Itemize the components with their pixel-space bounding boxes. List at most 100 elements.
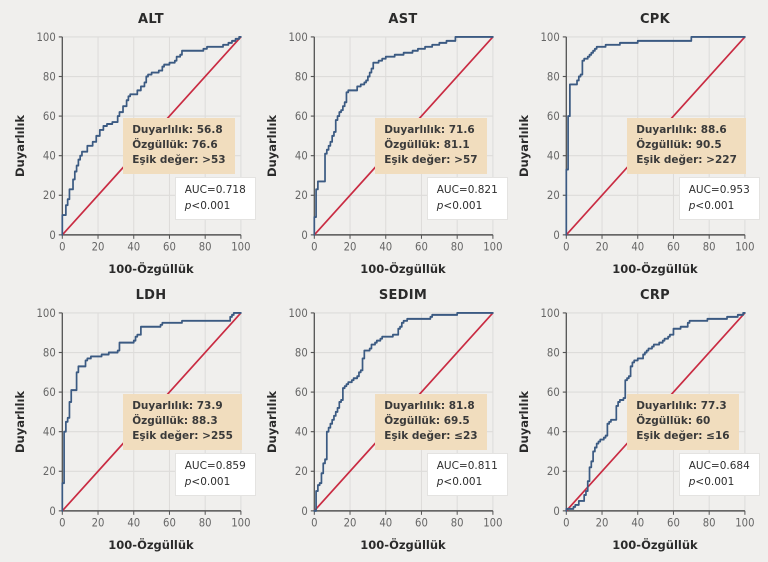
- y-axis-label: Duyarlılık: [13, 390, 27, 453]
- svg-text:60: 60: [163, 516, 176, 530]
- p-value: p<0.001: [436, 199, 483, 212]
- chart-body: Duyarlılık 0 0 20 20 40 40 60 60 80 80 100 100 Duya…: [516, 305, 760, 538]
- svg-text:80: 80: [703, 240, 716, 254]
- svg-text:40: 40: [379, 516, 392, 530]
- p-value: p<0.001: [688, 199, 735, 212]
- auc-value: AUC=0.859: [184, 459, 246, 472]
- annotation-sensitivity: Duyarlılık: 81.8: [384, 399, 475, 412]
- svg-text:20: 20: [92, 516, 105, 530]
- x-axis-label: 100-Özgüllük: [108, 538, 194, 552]
- svg-text:0: 0: [311, 516, 318, 530]
- svg-text:100: 100: [541, 30, 560, 44]
- svg-text:60: 60: [295, 385, 308, 399]
- svg-text:80: 80: [295, 346, 308, 360]
- svg-text:60: 60: [547, 109, 560, 123]
- y-axis-label: Duyarlılık: [13, 114, 27, 177]
- svg-text:0: 0: [553, 504, 560, 518]
- annotation-cutoff: Eşik değer: >53: [132, 153, 226, 166]
- svg-text:40: 40: [127, 516, 140, 530]
- svg-text:40: 40: [547, 149, 560, 163]
- roc-curve-plot: 00 20 20 40 40 60 60 80 80 100 100: [37, 306, 251, 530]
- svg-text:0: 0: [49, 504, 56, 518]
- chart-title: CPK: [639, 12, 671, 27]
- svg-text:0: 0: [59, 240, 66, 254]
- svg-text:100: 100: [735, 240, 754, 254]
- p-value: p<0.001: [436, 475, 483, 488]
- svg-text:40: 40: [43, 425, 56, 439]
- roc-panel-crp: CRP Duyarlılık 0 0 20 20 40 40 60 60 80 80 100 100 …: [516, 284, 760, 556]
- svg-text:80: 80: [451, 240, 464, 254]
- auc-annotation: AUC=0.953 p<0.001: [678, 176, 760, 221]
- svg-text:0: 0: [49, 228, 56, 242]
- auc-value: AUC=0.718: [184, 183, 246, 196]
- chart-body: Duyarlılık 0 0 20 20 40 40 60 60 80 80 100 100 Duya…: [516, 29, 760, 262]
- svg-text:20: 20: [43, 189, 56, 203]
- chart-body: Duyarlılık 0 0 20 20 40 40 60 60 80 80 100 100 Duya…: [12, 305, 256, 538]
- svg-text:20: 20: [596, 240, 609, 254]
- x-axis-label: 100-Özgüllük: [612, 262, 698, 276]
- svg-text:80: 80: [451, 516, 464, 530]
- svg-text:60: 60: [43, 385, 56, 399]
- auc-value: AUC=0.684: [688, 459, 750, 472]
- svg-text:100: 100: [37, 30, 56, 44]
- svg-text:100: 100: [231, 240, 250, 254]
- roc-curve-plot: 00 20 20 40 40 60 60 80 80 100 100: [289, 306, 503, 530]
- annotation-specificity: Özgüllük: 69.5: [384, 414, 470, 427]
- auc-value: AUC=0.811: [436, 459, 498, 472]
- svg-text:60: 60: [163, 240, 176, 254]
- svg-text:100: 100: [483, 516, 502, 530]
- annotation-sensitivity: Duyarlılık: 56.8: [132, 123, 223, 136]
- svg-text:40: 40: [295, 425, 308, 439]
- plot-area: 0 0 20 20 40 40 60 60 80 80 100 100 Duyarlılık: 73.…: [28, 305, 256, 538]
- y-axis-label: Duyarlılık: [265, 390, 279, 453]
- x-axis-label: 100-Özgüllük: [360, 538, 446, 552]
- roc-curve-plot: 00 20 20 40 40 60 60 80 80 100 100: [289, 30, 503, 254]
- roc-panel-ast: AST Duyarlılık 0 0 20 20 40 40 60 60 80 80 100 100 …: [264, 8, 508, 280]
- y-axis-label: Duyarlılık: [517, 114, 531, 177]
- p-value: p<0.001: [688, 475, 735, 488]
- annotation-cutoff: Eşik değer: >57: [384, 153, 478, 166]
- p-value: p<0.001: [184, 199, 231, 212]
- svg-text:0: 0: [311, 240, 318, 254]
- svg-text:20: 20: [547, 189, 560, 203]
- auc-value: AUC=0.821: [436, 183, 498, 196]
- svg-text:80: 80: [43, 346, 56, 360]
- y-axis-label: Duyarlılık: [265, 114, 279, 177]
- x-axis-label: 100-Özgüllük: [360, 262, 446, 276]
- svg-text:60: 60: [547, 385, 560, 399]
- svg-text:40: 40: [631, 516, 644, 530]
- svg-text:80: 80: [547, 70, 560, 84]
- svg-text:20: 20: [295, 189, 308, 203]
- y-axis-label: Duyarlılık: [517, 390, 531, 453]
- plot-area: 0 0 20 20 40 40 60 60 80 80 100 100 Duyarlılık: 81.…: [280, 305, 508, 538]
- svg-text:100: 100: [735, 516, 754, 530]
- cutoff-annotation: Duyarlılık: 88.6 Özgüllük: 90.5 Eşik değ…: [627, 117, 746, 175]
- svg-text:80: 80: [703, 516, 716, 530]
- annotation-sensitivity: Duyarlılık: 71.6: [384, 123, 475, 136]
- annotation-cutoff: Eşik değer: ≤23: [384, 429, 478, 442]
- chart-title: SEDIM: [378, 288, 428, 303]
- annotation-sensitivity: Duyarlılık: 73.9: [132, 399, 223, 412]
- svg-text:60: 60: [295, 109, 308, 123]
- chart-body: Duyarlılık 0 0 20 20 40 40 60 60 80 80 100 100 Duya…: [12, 29, 256, 262]
- svg-text:60: 60: [667, 516, 680, 530]
- svg-text:60: 60: [43, 109, 56, 123]
- annotation-sensitivity: Duyarlılık: 88.6: [636, 123, 727, 136]
- svg-text:40: 40: [43, 149, 56, 163]
- svg-text:40: 40: [127, 240, 140, 254]
- auc-annotation: AUC=0.811 p<0.001: [426, 452, 508, 497]
- annotation-cutoff: Eşik değer: >255: [132, 429, 233, 442]
- svg-text:20: 20: [344, 240, 357, 254]
- auc-annotation: AUC=0.821 p<0.001: [426, 176, 508, 221]
- svg-text:20: 20: [92, 240, 105, 254]
- chart-title: AST: [388, 12, 418, 27]
- svg-text:100: 100: [289, 30, 308, 44]
- annotation-cutoff: Eşik değer: >227: [636, 153, 737, 166]
- x-axis-label: 100-Özgüllük: [108, 262, 194, 276]
- plot-area: 0 0 20 20 40 40 60 60 80 80 100 100 Duyarlılık: 88.…: [532, 29, 760, 262]
- annotation-cutoff: Eşik değer: ≤16: [636, 429, 730, 442]
- annotation-specificity: Özgüllük: 88.3: [132, 414, 218, 427]
- annotation-specificity: Özgüllük: 60: [636, 414, 711, 427]
- p-value: p<0.001: [184, 475, 231, 488]
